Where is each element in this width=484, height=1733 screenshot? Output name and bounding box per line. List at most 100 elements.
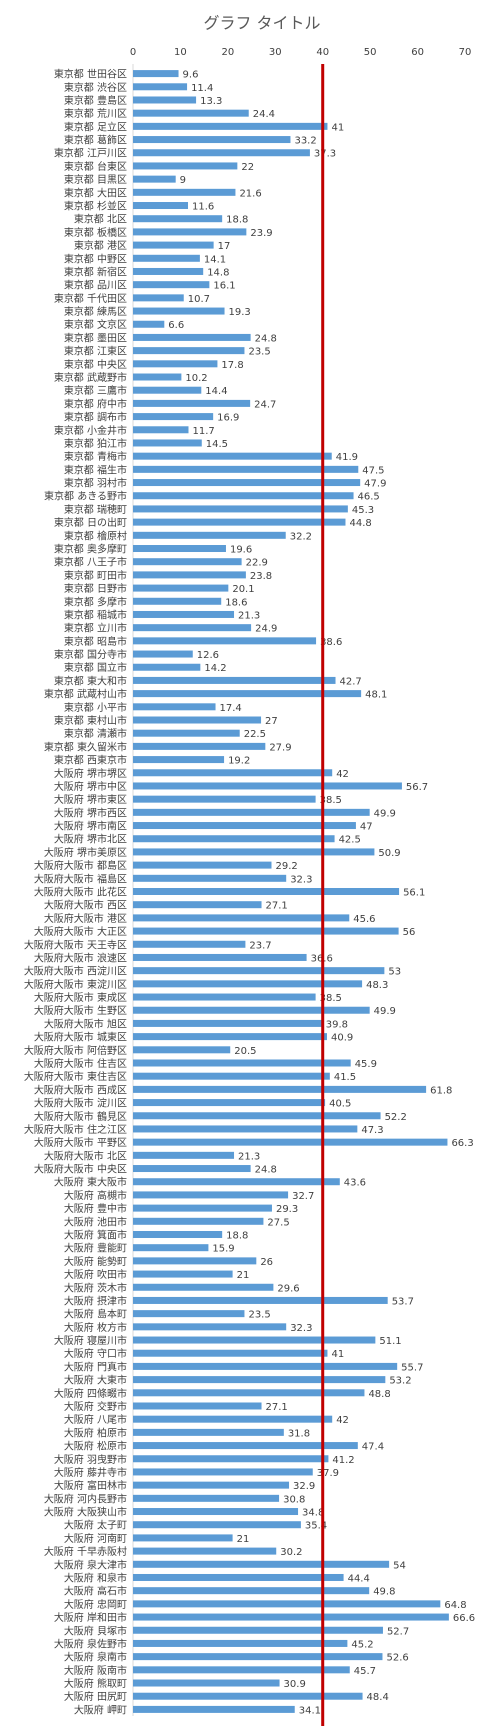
- data-label: 56.7: [406, 782, 428, 793]
- bar: [133, 795, 316, 803]
- y-tick-label: 東京都 調布市: [64, 411, 127, 424]
- y-tick-label: 大阪府大阪市 住吉区: [34, 1057, 127, 1070]
- y-tick-label: 大阪府 忠岡町: [64, 1598, 127, 1611]
- data-label: 45.2: [351, 1639, 373, 1650]
- data-label: 47.5: [362, 465, 384, 476]
- y-tick-label: 東京都 国分寺市: [54, 648, 127, 661]
- y-tick-label: 大阪府 堺市美原区: [44, 846, 127, 859]
- data-label: 52.2: [385, 1112, 407, 1123]
- y-tick-label: 大阪府 箕面市: [64, 1228, 127, 1241]
- y-tick-label: 東京都 東村山市: [54, 714, 127, 727]
- data-label: 51.1: [379, 1336, 401, 1347]
- y-tick-label: 東京都 東久留米市: [44, 740, 127, 753]
- y-tick-label: 大阪府 豊中市: [64, 1202, 127, 1215]
- bar: [133, 1046, 231, 1054]
- bar: [133, 1336, 376, 1344]
- y-tick-label: 東京都 小平市: [64, 701, 127, 714]
- data-label: 47.9: [364, 479, 386, 490]
- bar: [133, 822, 356, 830]
- bar: [133, 1072, 330, 1080]
- bar: [133, 122, 328, 130]
- x-tick-label: 40: [316, 47, 329, 58]
- bar: [133, 637, 317, 645]
- bar: [133, 333, 251, 341]
- bar: [133, 610, 235, 618]
- y-tick-label: 大阪府 貝塚市: [64, 1624, 127, 1637]
- bar: [133, 1494, 280, 1502]
- data-label: 21.3: [238, 610, 260, 621]
- data-label: 53.7: [392, 1296, 414, 1307]
- bar: [133, 1626, 383, 1634]
- bar: [133, 1033, 327, 1041]
- y-tick-label: 東京都 新宿区: [64, 265, 127, 278]
- bar: [133, 1455, 329, 1463]
- bar: [133, 373, 182, 381]
- bar: [133, 505, 348, 513]
- y-tick-label: 大阪府 守口市: [64, 1347, 127, 1360]
- y-tick-label: 大阪府大阪市 平野区: [34, 1136, 127, 1149]
- data-label: 14.1: [204, 254, 226, 265]
- y-tick-label: 大阪府 堺市東区: [54, 793, 127, 806]
- bar: [133, 1600, 441, 1608]
- y-tick-label: 大阪府大阪市 生野区: [34, 1004, 127, 1017]
- bar: [133, 901, 262, 909]
- data-label: 42: [336, 1415, 349, 1426]
- bar: [133, 624, 252, 632]
- bar: [133, 1402, 262, 1410]
- x-tick-label: 10: [174, 47, 187, 58]
- bar: [133, 96, 197, 104]
- y-tick-label: 大阪府大阪市 東成区: [34, 991, 127, 1004]
- y-tick-label: 東京都 昭島市: [64, 635, 127, 648]
- y-tick-label: 東京都 練馬区: [64, 305, 127, 318]
- bar: [133, 716, 262, 724]
- bar: [133, 426, 189, 434]
- bar: [133, 558, 242, 566]
- y-tick-label: 東京都 港区: [74, 239, 127, 252]
- data-label: 32.3: [290, 874, 312, 885]
- bar: [133, 703, 216, 711]
- y-tick-label: 大阪府 阪南市: [64, 1664, 127, 1677]
- bar: [133, 1085, 427, 1093]
- bar: [133, 386, 202, 394]
- bar: [133, 70, 179, 78]
- data-label: 24.8: [255, 333, 277, 344]
- data-label: 21: [237, 1534, 250, 1545]
- data-label: 19.6: [230, 545, 252, 556]
- data-label: 27: [265, 716, 278, 727]
- y-tick-label: 東京都 江東区: [64, 345, 127, 358]
- data-label: 53: [388, 967, 401, 978]
- y-tick-label: 大阪府 吹田市: [64, 1268, 127, 1281]
- y-tick-label: 東京都 墨田区: [64, 331, 127, 344]
- y-tick-label: 大阪府 高槻市: [64, 1189, 127, 1202]
- bar: [133, 1006, 370, 1014]
- bar: [133, 465, 359, 473]
- y-tick-label: 東京都 北区: [74, 213, 127, 226]
- x-tick-label: 60: [411, 47, 424, 58]
- y-tick-label: 大阪府大阪市 天王寺区: [24, 938, 127, 951]
- chart-title: グラフ タイトル: [203, 14, 320, 33]
- y-tick-label: 大阪府 富田林市: [54, 1479, 127, 1492]
- bar: [133, 1376, 386, 1384]
- data-label: 23.9: [250, 228, 272, 239]
- data-label: 41.5: [334, 1072, 356, 1083]
- bar: [133, 413, 214, 421]
- y-tick-label: 大阪府 大東市: [64, 1374, 127, 1387]
- y-tick-label: 大阪府 島本町: [64, 1308, 127, 1321]
- bar: [133, 861, 272, 869]
- y-tick-label: 大阪府 泉南市: [64, 1651, 127, 1664]
- data-label: 19.3: [229, 307, 251, 318]
- y-tick-label: 大阪府 堺市北区: [54, 833, 127, 846]
- data-label: 43.6: [344, 1178, 366, 1189]
- data-label: 44.8: [349, 518, 371, 529]
- bar: [133, 1165, 251, 1173]
- data-label: 26: [260, 1257, 273, 1268]
- y-tick-label: 東京都 豊島区: [64, 94, 127, 107]
- bar: [133, 1534, 233, 1542]
- data-label: 32.9: [293, 1481, 315, 1492]
- data-label: 30.2: [280, 1547, 302, 1558]
- y-tick-label: 大阪府大阪市 中央区: [34, 1163, 127, 1176]
- data-label: 48.3: [366, 980, 388, 991]
- y-tick-label: 大阪府 東大阪市: [54, 1176, 127, 1189]
- data-label: 41: [331, 122, 344, 133]
- data-label: 66.6: [453, 1613, 475, 1624]
